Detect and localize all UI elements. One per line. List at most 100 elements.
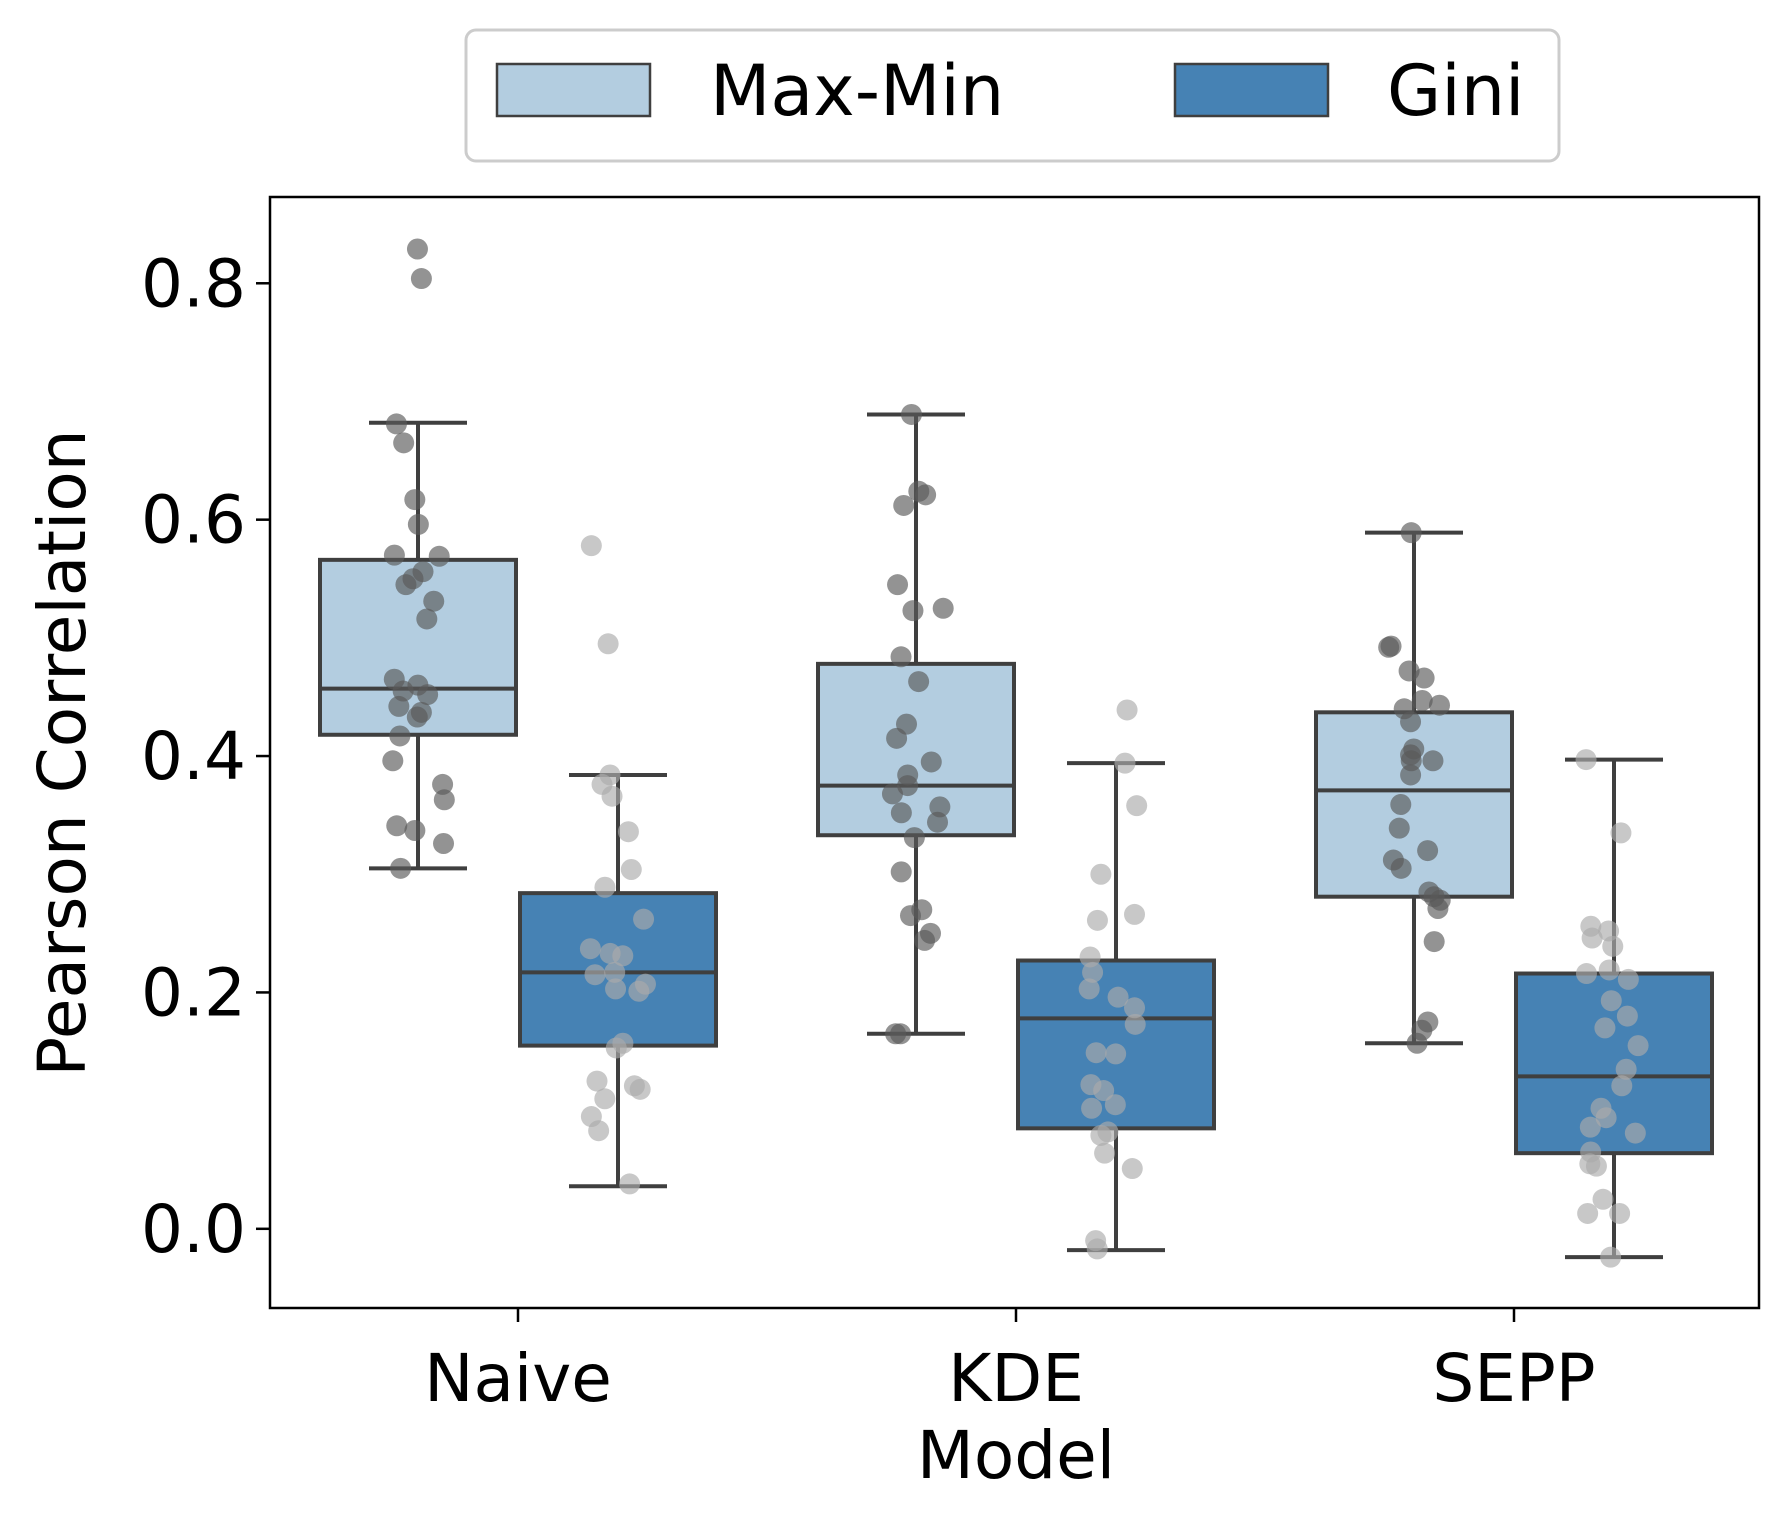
data-point	[1423, 931, 1445, 953]
box-group-gini-sepp	[1514, 749, 1714, 1268]
data-point	[1090, 1124, 1112, 1146]
data-point	[1400, 711, 1422, 733]
data-point	[390, 857, 412, 879]
data-point	[385, 413, 407, 435]
data-point	[389, 725, 411, 747]
data-point	[1086, 1238, 1108, 1260]
data-point	[1085, 1042, 1107, 1064]
data-point	[605, 1037, 627, 1059]
y-tick-label: 0.4	[141, 718, 246, 795]
data-point	[1609, 1202, 1631, 1224]
data-point	[1104, 1094, 1126, 1116]
data-point	[914, 929, 936, 951]
data-point	[597, 633, 619, 655]
data-point	[1617, 968, 1639, 990]
data-point	[1615, 1058, 1637, 1080]
box-group-maxmin-kde	[816, 403, 1016, 1045]
data-point	[633, 908, 655, 930]
data-point	[1417, 840, 1439, 862]
data-point	[580, 535, 602, 557]
data-point	[1107, 986, 1129, 1008]
y-tick-label: 0.8	[141, 245, 246, 322]
data-point	[920, 751, 942, 773]
legend-label-max-min: Max-Min	[710, 50, 1004, 132]
data-point	[1086, 909, 1108, 931]
data-point	[1400, 522, 1422, 544]
data-point	[1078, 978, 1100, 1000]
data-point	[1577, 1202, 1599, 1224]
data-point	[881, 783, 903, 805]
data-point	[890, 802, 912, 824]
box-group-gini-naive	[518, 535, 718, 1195]
data-point	[1575, 963, 1597, 985]
data-point	[383, 544, 405, 566]
data-point	[1616, 1005, 1638, 1027]
data-point	[433, 789, 455, 811]
plot-frame	[268, 195, 1761, 1310]
data-point	[915, 484, 937, 506]
data-point	[1411, 689, 1433, 711]
data-point	[1114, 752, 1136, 774]
data-point	[584, 964, 606, 986]
data-point	[1611, 1075, 1633, 1097]
legend: Max-Min Gini	[464, 28, 1561, 163]
x-tick-label: Naive	[424, 1340, 612, 1417]
data-point	[617, 821, 639, 843]
data-point	[900, 403, 922, 425]
data-point	[612, 945, 634, 967]
data-point	[407, 513, 429, 535]
data-point	[393, 432, 415, 454]
data-point	[893, 494, 915, 516]
data-point	[1595, 1107, 1617, 1129]
legend-swatch-max-min	[495, 62, 652, 118]
data-point	[604, 961, 626, 983]
data-point	[1124, 903, 1146, 925]
data-point	[1116, 699, 1138, 721]
data-point	[1594, 1017, 1616, 1039]
x-axis-label: Model	[917, 1417, 1115, 1494]
data-point	[890, 861, 912, 883]
data-point	[1413, 667, 1435, 689]
x-tick-label: KDE	[948, 1340, 1084, 1417]
data-point	[1427, 898, 1449, 920]
data-point	[1121, 1158, 1143, 1180]
data-point	[386, 815, 408, 837]
data-point	[1105, 1043, 1127, 1065]
data-point	[432, 773, 454, 795]
x-tick-label: SEPP	[1432, 1340, 1595, 1417]
data-point	[1579, 1116, 1601, 1138]
box-group-maxmin-naive	[318, 238, 518, 879]
box-group-maxmin-sepp	[1314, 522, 1514, 1054]
data-point	[886, 727, 908, 749]
data-point	[1390, 794, 1412, 816]
data-point	[1082, 961, 1104, 983]
data-point	[1600, 990, 1622, 1012]
data-point	[1624, 1122, 1646, 1144]
data-point	[1390, 857, 1412, 879]
data-point	[927, 811, 949, 833]
data-point	[406, 706, 428, 728]
data-point	[1581, 927, 1603, 949]
box-group-gini-kde	[1016, 699, 1216, 1260]
data-point	[620, 859, 642, 881]
data-point	[404, 820, 426, 842]
data-point	[423, 590, 445, 612]
data-point	[1585, 1155, 1607, 1177]
data-point	[1093, 1080, 1115, 1102]
data-point	[586, 1070, 608, 1092]
data-point	[594, 1088, 616, 1110]
data-point	[1126, 795, 1148, 817]
data-point	[1124, 1013, 1146, 1035]
data-point	[902, 600, 924, 622]
axis-layer: 0.0 0.2 0.4 0.6 0.8 Naive KDE SEPP	[141, 245, 1596, 1417]
data-point	[1598, 959, 1620, 981]
plot-layer	[318, 238, 1714, 1268]
data-point	[890, 1023, 912, 1045]
data-point	[1081, 1097, 1103, 1119]
data-point	[428, 545, 450, 567]
data-point	[1575, 749, 1597, 771]
legend-swatch-gini	[1173, 62, 1330, 118]
data-point	[619, 1173, 641, 1195]
data-point	[1600, 1246, 1622, 1268]
